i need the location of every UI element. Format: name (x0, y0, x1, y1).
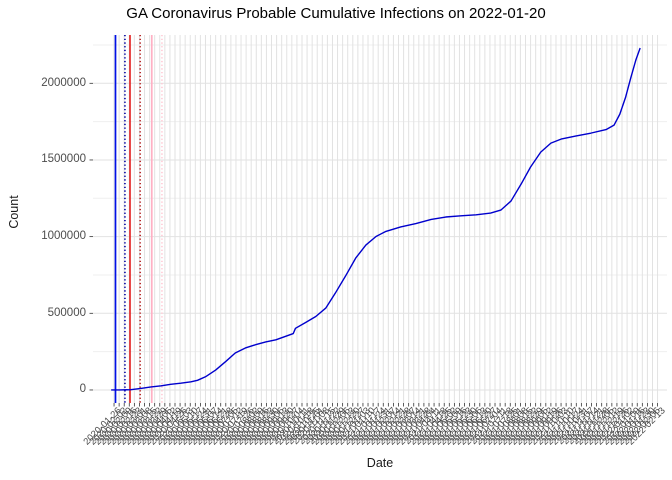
y-tick-label: 1000000 (41, 230, 86, 243)
series-line-probable-cumulative-infections (111, 47, 641, 391)
y-tick-label: 2000000 (41, 76, 86, 89)
chart-title: GA Coronavirus Probable Cumulative Infec… (126, 5, 546, 22)
y-tick-label: 1500000 (41, 153, 86, 166)
y-tick-label: 0 (79, 383, 86, 396)
y-tick-label: 500000 (47, 306, 86, 319)
x-axis-title: Date (366, 456, 394, 470)
